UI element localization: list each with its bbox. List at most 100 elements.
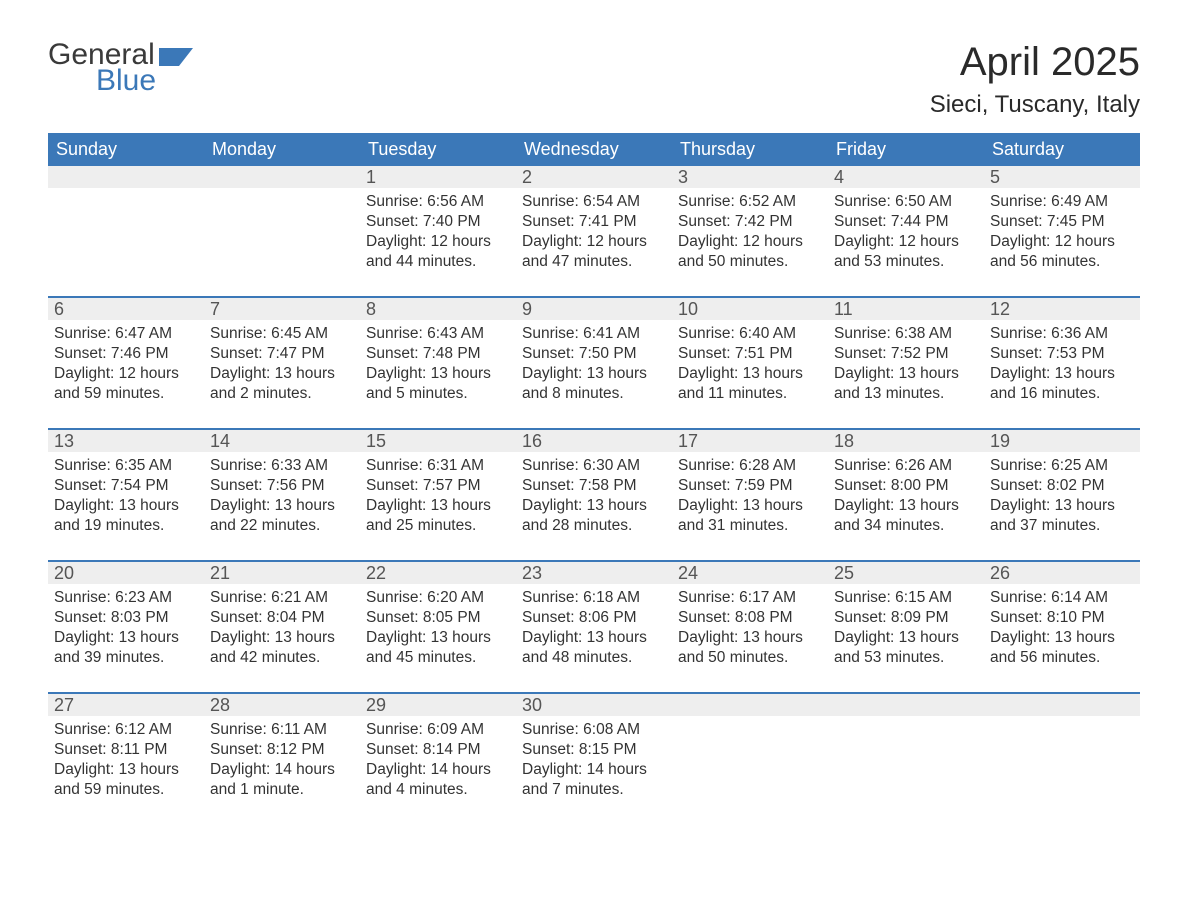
day-cell: 14Sunrise: 6:33 AMSunset: 7:56 PMDayligh… [204, 430, 360, 548]
day-cell: 20Sunrise: 6:23 AMSunset: 8:03 PMDayligh… [48, 562, 204, 680]
day-cell: 6Sunrise: 6:47 AMSunset: 7:46 PMDaylight… [48, 298, 204, 416]
day-body: Sunrise: 6:47 AMSunset: 7:46 PMDaylight:… [48, 320, 204, 413]
day-body: Sunrise: 6:20 AMSunset: 8:05 PMDaylight:… [360, 584, 516, 677]
day-number-bar: 21 [204, 562, 360, 584]
day-body: Sunrise: 6:54 AMSunset: 7:41 PMDaylight:… [516, 188, 672, 281]
day-number-bar: 28 [204, 694, 360, 716]
day-number: 23 [516, 562, 672, 584]
day-body: Sunrise: 6:50 AMSunset: 7:44 PMDaylight:… [828, 188, 984, 281]
day-cell: 9Sunrise: 6:41 AMSunset: 7:50 PMDaylight… [516, 298, 672, 416]
day-cell: 16Sunrise: 6:30 AMSunset: 7:58 PMDayligh… [516, 430, 672, 548]
day-cell: 5Sunrise: 6:49 AMSunset: 7:45 PMDaylight… [984, 166, 1140, 284]
dow-friday: Friday [828, 133, 984, 166]
day-number-bar: 11 [828, 298, 984, 320]
day-body: Sunrise: 6:17 AMSunset: 8:08 PMDaylight:… [672, 584, 828, 677]
day-number-bar: 1 [360, 166, 516, 188]
day-number-bar [828, 694, 984, 716]
day-body: Sunrise: 6:21 AMSunset: 8:04 PMDaylight:… [204, 584, 360, 677]
day-number-bar: 23 [516, 562, 672, 584]
day-cell: 22Sunrise: 6:20 AMSunset: 8:05 PMDayligh… [360, 562, 516, 680]
day-number: 2 [516, 166, 672, 188]
day-cell: 7Sunrise: 6:45 AMSunset: 7:47 PMDaylight… [204, 298, 360, 416]
day-body: Sunrise: 6:30 AMSunset: 7:58 PMDaylight:… [516, 452, 672, 545]
day-number: 16 [516, 430, 672, 452]
day-body: Sunrise: 6:23 AMSunset: 8:03 PMDaylight:… [48, 584, 204, 677]
week-row: 13Sunrise: 6:35 AMSunset: 7:54 PMDayligh… [48, 428, 1140, 548]
day-body: Sunrise: 6:56 AMSunset: 7:40 PMDaylight:… [360, 188, 516, 281]
dow-wednesday: Wednesday [516, 133, 672, 166]
day-number: 18 [828, 430, 984, 452]
day-cell: 11Sunrise: 6:38 AMSunset: 7:52 PMDayligh… [828, 298, 984, 416]
day-number-bar: 18 [828, 430, 984, 452]
day-number: 14 [204, 430, 360, 452]
day-body: Sunrise: 6:14 AMSunset: 8:10 PMDaylight:… [984, 584, 1140, 677]
day-body: Sunrise: 6:45 AMSunset: 7:47 PMDaylight:… [204, 320, 360, 413]
day-number: 26 [984, 562, 1140, 584]
day-number: 27 [48, 694, 204, 716]
day-body: Sunrise: 6:49 AMSunset: 7:45 PMDaylight:… [984, 188, 1140, 281]
day-number-bar: 15 [360, 430, 516, 452]
day-number-bar: 27 [48, 694, 204, 716]
day-number: 22 [360, 562, 516, 584]
day-number-bar [984, 694, 1140, 716]
day-body: Sunrise: 6:35 AMSunset: 7:54 PMDaylight:… [48, 452, 204, 545]
day-number: 13 [48, 430, 204, 452]
day-number-bar: 10 [672, 298, 828, 320]
week-row: 20Sunrise: 6:23 AMSunset: 8:03 PMDayligh… [48, 560, 1140, 680]
day-number-bar: 8 [360, 298, 516, 320]
day-body: Sunrise: 6:52 AMSunset: 7:42 PMDaylight:… [672, 188, 828, 281]
day-cell: 4Sunrise: 6:50 AMSunset: 7:44 PMDaylight… [828, 166, 984, 284]
week-row: 1Sunrise: 6:56 AMSunset: 7:40 PMDaylight… [48, 166, 1140, 284]
day-cell: 29Sunrise: 6:09 AMSunset: 8:14 PMDayligh… [360, 694, 516, 812]
day-number-bar: 30 [516, 694, 672, 716]
day-cell: 19Sunrise: 6:25 AMSunset: 8:02 PMDayligh… [984, 430, 1140, 548]
day-body: Sunrise: 6:36 AMSunset: 7:53 PMDaylight:… [984, 320, 1140, 413]
day-body [48, 188, 204, 200]
day-body: Sunrise: 6:41 AMSunset: 7:50 PMDaylight:… [516, 320, 672, 413]
day-number: 5 [984, 166, 1140, 188]
day-number: 10 [672, 298, 828, 320]
day-number-bar: 29 [360, 694, 516, 716]
day-cell: 10Sunrise: 6:40 AMSunset: 7:51 PMDayligh… [672, 298, 828, 416]
day-number-bar: 26 [984, 562, 1140, 584]
logo: General Blue [48, 40, 193, 96]
day-number-bar: 24 [672, 562, 828, 584]
day-body: Sunrise: 6:31 AMSunset: 7:57 PMDaylight:… [360, 452, 516, 545]
location: Sieci, Tuscany, Italy [930, 91, 1140, 119]
day-number: 24 [672, 562, 828, 584]
day-body: Sunrise: 6:28 AMSunset: 7:59 PMDaylight:… [672, 452, 828, 545]
day-cell: 1Sunrise: 6:56 AMSunset: 7:40 PMDaylight… [360, 166, 516, 284]
day-number-bar: 9 [516, 298, 672, 320]
week-row: 27Sunrise: 6:12 AMSunset: 8:11 PMDayligh… [48, 692, 1140, 812]
day-body [204, 188, 360, 200]
week-row: 6Sunrise: 6:47 AMSunset: 7:46 PMDaylight… [48, 296, 1140, 416]
day-cell: 12Sunrise: 6:36 AMSunset: 7:53 PMDayligh… [984, 298, 1140, 416]
day-body [672, 716, 828, 728]
day-number-bar [672, 694, 828, 716]
day-number: 3 [672, 166, 828, 188]
dow-thursday: Thursday [672, 133, 828, 166]
day-body: Sunrise: 6:38 AMSunset: 7:52 PMDaylight:… [828, 320, 984, 413]
day-number-bar: 13 [48, 430, 204, 452]
day-body: Sunrise: 6:33 AMSunset: 7:56 PMDaylight:… [204, 452, 360, 545]
day-cell: 26Sunrise: 6:14 AMSunset: 8:10 PMDayligh… [984, 562, 1140, 680]
day-cell: 24Sunrise: 6:17 AMSunset: 8:08 PMDayligh… [672, 562, 828, 680]
day-number: 9 [516, 298, 672, 320]
dow-tuesday: Tuesday [360, 133, 516, 166]
day-number-bar [204, 166, 360, 188]
day-number: 8 [360, 298, 516, 320]
day-number: 6 [48, 298, 204, 320]
day-cell: 3Sunrise: 6:52 AMSunset: 7:42 PMDaylight… [672, 166, 828, 284]
day-number-bar: 7 [204, 298, 360, 320]
day-cell: 17Sunrise: 6:28 AMSunset: 7:59 PMDayligh… [672, 430, 828, 548]
day-cell [984, 694, 1140, 812]
day-number-bar: 16 [516, 430, 672, 452]
day-number: 11 [828, 298, 984, 320]
day-cell: 8Sunrise: 6:43 AMSunset: 7:48 PMDaylight… [360, 298, 516, 416]
day-number: 4 [828, 166, 984, 188]
day-cell: 15Sunrise: 6:31 AMSunset: 7:57 PMDayligh… [360, 430, 516, 548]
day-body: Sunrise: 6:09 AMSunset: 8:14 PMDaylight:… [360, 716, 516, 809]
day-number-bar: 19 [984, 430, 1140, 452]
day-number-bar: 12 [984, 298, 1140, 320]
day-body: Sunrise: 6:15 AMSunset: 8:09 PMDaylight:… [828, 584, 984, 677]
